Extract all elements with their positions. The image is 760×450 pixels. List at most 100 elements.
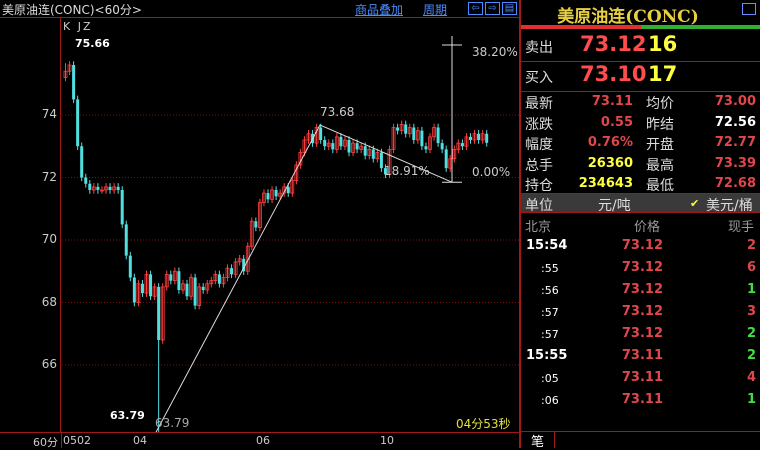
- trade-time: 15:55: [526, 348, 568, 363]
- low-label: 63.79: [110, 409, 145, 422]
- y-axis: [0, 18, 61, 432]
- chart-title: 美原油连(CONC)<60分>: [2, 3, 142, 17]
- trade-volume: 3: [746, 304, 756, 319]
- buy-price: 73.10: [580, 62, 647, 86]
- stat-value: 234643: [578, 176, 633, 191]
- candle-body: [432, 127, 436, 138]
- candle-body: [420, 130, 424, 147]
- trade-time: :56: [541, 284, 559, 297]
- stat-label: 均价: [646, 96, 674, 112]
- trade-price: 73.11: [621, 348, 663, 363]
- unit-usd-barrel[interactable]: 美元/桶: [706, 198, 753, 214]
- check-icon: ✔: [690, 197, 700, 210]
- candle-body: [124, 224, 128, 256]
- candle-body: [286, 186, 290, 194]
- candle-body: [140, 283, 144, 294]
- candle-body: [436, 127, 440, 144]
- col-time: 北京: [525, 220, 552, 235]
- trade-time: :57: [541, 306, 559, 319]
- stat-value: 0.76%: [587, 135, 633, 150]
- candle-body: [149, 274, 153, 297]
- stat-value: 73.39: [714, 155, 756, 171]
- stat-value: 72.68: [714, 176, 756, 191]
- trade-volume: 2: [746, 238, 756, 253]
- candle-body: [404, 124, 408, 134]
- fib-trendline: [155, 124, 453, 432]
- candle-body: [460, 143, 464, 147]
- layout-icon[interactable]: ▤: [502, 2, 517, 15]
- trade-price: 73.11: [621, 370, 663, 385]
- countdown: 04分53秒: [456, 417, 511, 431]
- kline-chart[interactable]: [62, 18, 519, 432]
- candle-body: [367, 148, 372, 157]
- unit-yuan-ton[interactable]: 元/吨: [598, 198, 631, 214]
- candle-body: [189, 277, 193, 297]
- candle-body: [415, 130, 420, 141]
- candle-body: [270, 189, 274, 200]
- stat-label: 最新: [525, 96, 553, 112]
- stat-value: 26360: [587, 155, 633, 171]
- candle-body: [334, 136, 339, 150]
- candle-body: [100, 189, 104, 192]
- candle-body: [164, 273, 169, 288]
- nav-right-icon[interactable]: ⇨: [485, 2, 500, 15]
- candle-body: [76, 99, 80, 147]
- stat-label: 最高: [646, 157, 674, 174]
- buy-volume: 17: [648, 62, 678, 86]
- ratio-bar-buy: [641, 25, 760, 29]
- nav-left-icon[interactable]: ⇦: [468, 2, 483, 15]
- candle-body: [257, 202, 262, 228]
- candle-body: [209, 280, 214, 285]
- candle-body: [242, 258, 246, 272]
- candle-body: [444, 149, 448, 169]
- trade-time: :57: [541, 328, 559, 341]
- y-tick: 68: [41, 294, 57, 309]
- stat-value: 73.11: [591, 94, 633, 109]
- candle-body: [355, 143, 359, 150]
- stat-label: 幅度: [525, 137, 553, 153]
- period-link[interactable]: 周期: [423, 3, 448, 17]
- stat-label: 涨跌: [525, 116, 553, 133]
- candle-body: [399, 123, 404, 132]
- y-tick: 70: [41, 232, 57, 246]
- trade-volume: 4: [746, 370, 756, 385]
- candle-body: [116, 186, 120, 190]
- stat-label: 总手: [525, 157, 553, 174]
- candle-body: [262, 192, 266, 203]
- x-tick: 0502: [63, 434, 91, 447]
- fib-low-label: 63.79: [155, 416, 190, 430]
- trade-time: :55: [541, 262, 559, 275]
- candle-body: [363, 146, 367, 156]
- overlay-link[interactable]: 商品叠加: [355, 3, 404, 17]
- candle-body: [245, 245, 250, 272]
- candle-body: [254, 221, 258, 228]
- candle-body: [477, 133, 481, 140]
- col-volume: 现手: [728, 220, 755, 235]
- x-axis: [0, 432, 519, 448]
- candle-body: [230, 268, 234, 275]
- maximize-icon[interactable]: [742, 3, 756, 15]
- trade-volume: 6: [746, 260, 756, 275]
- candle-body: [314, 127, 319, 144]
- candle-body: [84, 177, 88, 184]
- high-label: 75.66: [75, 37, 110, 50]
- candle-body: [181, 283, 185, 291]
- trade-time: :06: [541, 394, 559, 407]
- candle-body: [104, 186, 108, 191]
- candle-body: [343, 139, 347, 147]
- candle-body: [387, 148, 392, 175]
- candle-body: [80, 146, 84, 178]
- candle-body: [266, 193, 270, 200]
- stat-label: 开盘: [646, 137, 674, 153]
- candle-body: [480, 133, 485, 141]
- candle-body: [472, 133, 477, 141]
- candle-body: [221, 277, 226, 285]
- candle-body: [144, 273, 149, 294]
- candle-body: [72, 65, 76, 100]
- candle-body: [177, 271, 181, 290]
- fib-zero-label: 0.00%: [472, 165, 511, 179]
- sell-volume: 16: [648, 32, 678, 56]
- candle-body: [112, 186, 116, 191]
- tab-trades[interactable]: 笔: [521, 431, 555, 450]
- candle-body: [132, 277, 136, 303]
